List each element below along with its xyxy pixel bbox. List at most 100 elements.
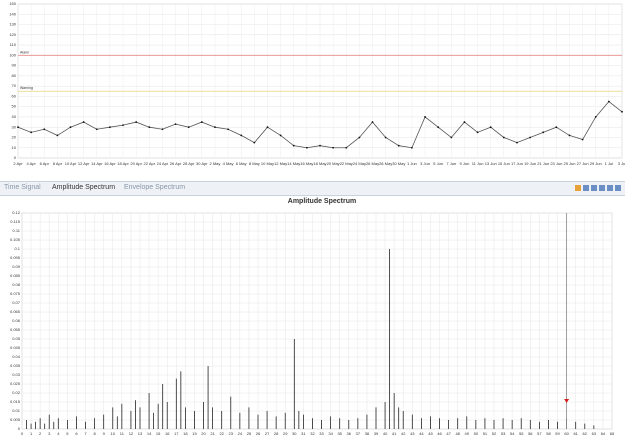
x-tick-label: 3 xyxy=(48,431,51,436)
data-point xyxy=(305,146,308,149)
data-point xyxy=(174,123,177,126)
data-point xyxy=(148,126,151,129)
y-tick-label: 30 xyxy=(12,124,17,129)
data-point xyxy=(397,144,400,147)
x-tick-label: 32 xyxy=(310,431,315,436)
x-tick-label: 47 xyxy=(446,431,451,436)
data-point xyxy=(358,136,361,139)
x-tick-label: 3 Jun xyxy=(420,161,430,166)
x-tick-label: 35 xyxy=(337,431,342,436)
x-tick-label: 37 xyxy=(356,431,361,436)
x-tick-label: 27 xyxy=(265,431,270,436)
x-tick-label: 59 xyxy=(555,431,560,436)
x-tick-label: 22 xyxy=(219,431,224,436)
x-tick-label: 51 xyxy=(483,431,488,436)
x-tick-label: 2 xyxy=(39,431,42,436)
x-tick-label: 12 xyxy=(129,431,134,436)
x-tick-label: 61 xyxy=(573,431,578,436)
tool-button[interactable] xyxy=(591,185,597,191)
y-tick-label: 0.035 xyxy=(10,363,21,368)
x-tick-label: 56 xyxy=(528,431,533,436)
y-tick-label: 0.115 xyxy=(10,219,20,224)
tool-button[interactable] xyxy=(583,185,589,191)
x-tick-label: 12 Apr xyxy=(78,161,90,166)
y-tick-label: 0.065 xyxy=(10,309,21,314)
x-tick-label: 13 Jun xyxy=(485,161,497,166)
x-tick-label: 53 xyxy=(501,431,506,436)
data-point xyxy=(411,146,413,149)
x-tick-label: 16 Apr xyxy=(104,161,116,166)
data-point xyxy=(516,141,518,144)
x-tick-label: 55 xyxy=(519,431,524,436)
threshold-label: Warning xyxy=(20,86,33,90)
y-tick-label: 0.03 xyxy=(12,372,21,377)
x-tick-label: 8 May xyxy=(249,161,260,166)
x-tick-label: 30 May xyxy=(392,161,405,166)
x-tick-label: 12 May xyxy=(274,161,287,166)
x-tick-label: 1 Jun xyxy=(407,161,417,166)
x-tick-label: 40 xyxy=(383,431,388,436)
data-point xyxy=(319,144,321,147)
x-tick-label: 44 xyxy=(419,431,424,436)
x-tick-label: 23 Jun xyxy=(550,161,562,166)
x-tick-label: 21 xyxy=(210,431,215,436)
data-point xyxy=(437,126,440,129)
x-tick-label: 14 May xyxy=(287,161,300,166)
x-tick-label: 28 xyxy=(274,431,279,436)
x-tick-label: 7 xyxy=(84,431,87,436)
data-point xyxy=(240,134,243,137)
x-tick-label: 14 xyxy=(147,431,152,436)
x-tick-label: 4 May xyxy=(223,161,234,166)
y-tick-label: 0 xyxy=(14,155,17,160)
y-tick-label: 110 xyxy=(10,42,17,47)
x-tick-label: 20 xyxy=(201,431,206,436)
tool-button[interactable] xyxy=(615,185,621,191)
x-tick-label: 6 Apr xyxy=(40,161,50,166)
tab[interactable]: Amplitude Spectrum xyxy=(52,184,116,191)
x-tick-label: 11 xyxy=(120,431,125,436)
x-tick-label: 28 Apr xyxy=(183,161,195,166)
x-tick-label: 17 xyxy=(174,431,179,436)
y-tick-label: 70 xyxy=(12,83,17,88)
tool-button[interactable] xyxy=(599,185,605,191)
y-tick-label: 0.055 xyxy=(10,327,21,332)
x-tick-label: 1 Jul xyxy=(605,161,614,166)
x-tick-label: 33 xyxy=(319,431,324,436)
x-tick-label: 43 xyxy=(410,431,415,436)
x-tick-label: 7 Jun xyxy=(446,161,456,166)
y-tick-label: 0.02 xyxy=(12,390,21,395)
data-point xyxy=(200,121,203,123)
tool-button[interactable] xyxy=(607,185,613,191)
trend-chart: 0 10 20 30 40 50 60 70 80 90 100 110 120 130 140 150 2 A… xyxy=(9,1,625,166)
data-point xyxy=(529,136,531,139)
x-tick-label: 24 May xyxy=(353,161,366,166)
data-point xyxy=(30,131,33,134)
data-point xyxy=(95,128,98,131)
y-tick-label: 50 xyxy=(12,104,17,109)
tab[interactable]: Time Signal xyxy=(4,184,41,191)
x-tick-label: 31 xyxy=(301,431,306,436)
data-point xyxy=(450,136,453,139)
x-tick-label: 13 xyxy=(138,431,143,436)
y-tick-label: 0.095 xyxy=(10,255,21,260)
x-tick-label: 22 Apr xyxy=(144,161,156,166)
y-tick-label: 150 xyxy=(9,1,16,6)
x-tick-label: 25 Jun xyxy=(563,161,575,166)
tab[interactable]: Envelope Spectrum xyxy=(124,184,186,191)
data-point xyxy=(463,121,466,123)
y-tick-label: 60 xyxy=(12,93,17,98)
data-point xyxy=(122,124,124,127)
y-tick-label: 120 xyxy=(9,32,16,37)
y-tick-label: 0.12 xyxy=(12,210,21,215)
data-point xyxy=(371,121,374,123)
y-tick-label: 0.09 xyxy=(12,264,21,269)
data-point xyxy=(135,121,138,123)
data-point xyxy=(187,126,190,129)
data-point xyxy=(502,136,505,139)
y-tick-label: 40 xyxy=(12,114,17,119)
data-point xyxy=(568,134,571,137)
x-tick-label: 18 xyxy=(183,431,188,436)
tool-button[interactable] xyxy=(575,185,581,191)
x-tick-label: 19 Jun xyxy=(524,161,536,166)
